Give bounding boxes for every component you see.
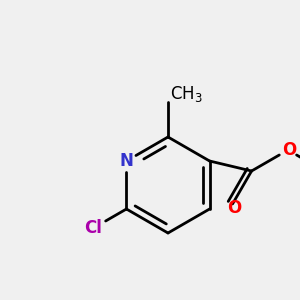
Text: O: O — [282, 141, 296, 159]
Text: O: O — [227, 199, 242, 217]
Text: N: N — [119, 152, 134, 170]
Text: CH$_3$: CH$_3$ — [170, 84, 203, 104]
Text: Cl: Cl — [85, 219, 103, 237]
